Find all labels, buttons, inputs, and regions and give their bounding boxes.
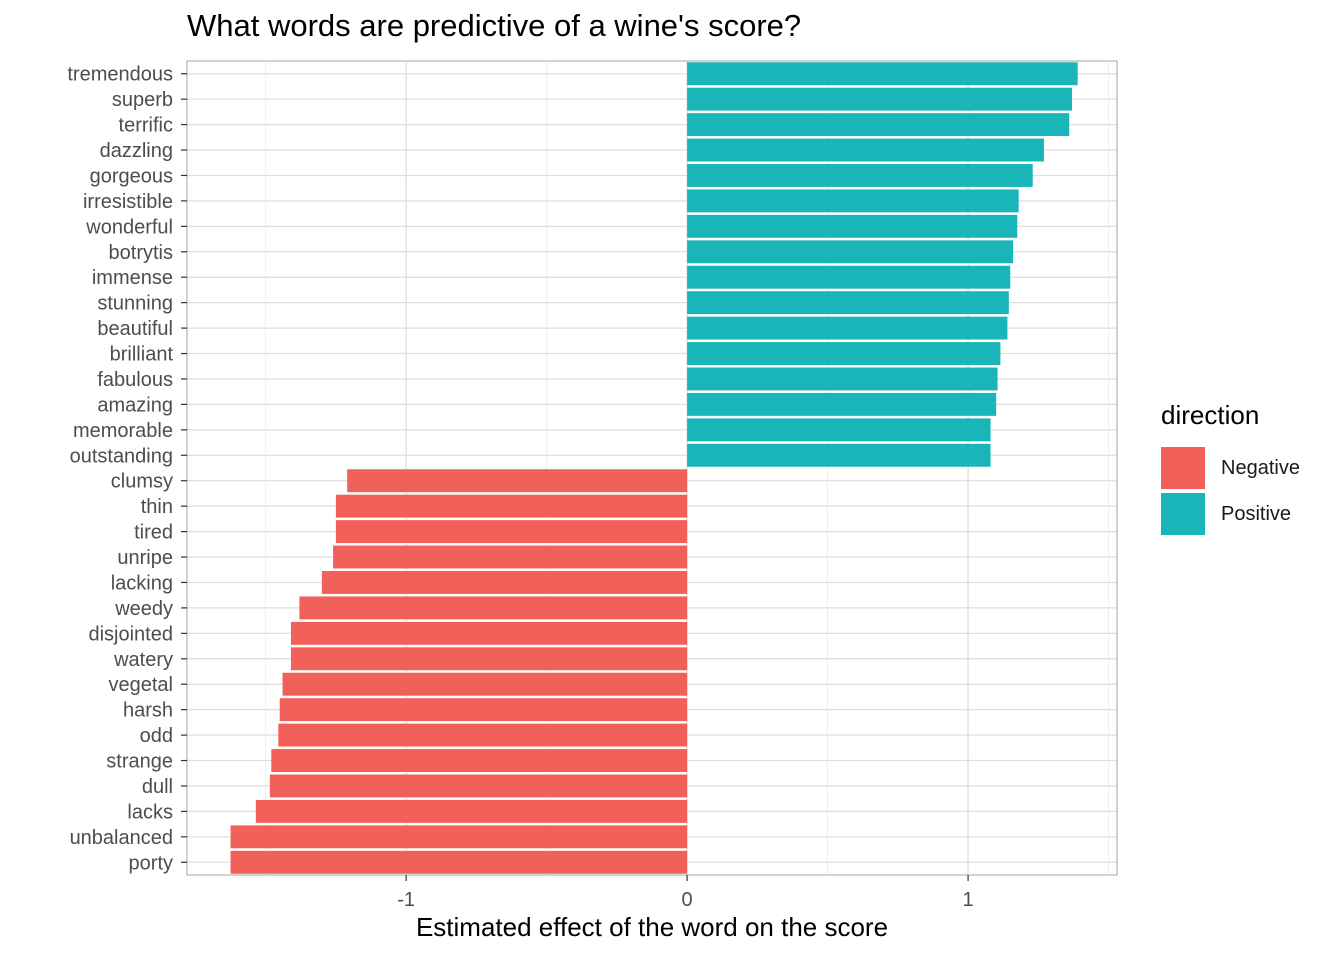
x-tick-label: -1 (397, 889, 415, 911)
y-tick-label: tired (134, 522, 173, 544)
y-axis-ticks: tremendous superb terrific dazzling gorgeous… (67, 64, 187, 874)
legend: direction Negative Positive (1161, 400, 1300, 537)
bar-tremendous (687, 62, 1078, 86)
legend-item-negative: Negative (1161, 445, 1300, 491)
y-tick-label: disjointed (88, 623, 173, 645)
x-axis-ticks: -1 0 1 (397, 875, 974, 911)
y-tick-label: vegetal (109, 674, 174, 696)
y-tick-label: amazing (97, 394, 173, 416)
bar-vegetal (282, 672, 688, 696)
y-tick-label: thin (141, 496, 173, 518)
y-tick-label: odd (140, 725, 173, 747)
y-tick-label: beautiful (97, 318, 173, 340)
legend-key-negative (1161, 447, 1205, 489)
bar-unbalanced (230, 825, 688, 849)
bar-gorgeous (687, 164, 1033, 187)
y-tick-label: tremendous (67, 64, 173, 86)
bar-strange (271, 749, 688, 772)
bar-lacks (255, 799, 688, 823)
y-tick-label: brilliant (110, 344, 174, 366)
y-tick-label: gorgeous (90, 165, 173, 187)
y-tick-label: terrific (119, 115, 173, 137)
bar-beautiful (687, 316, 1008, 340)
bar-fabulous (687, 367, 998, 391)
bar-stunning (687, 291, 1009, 315)
y-tick-label: unripe (117, 547, 173, 569)
y-tick-label: outstanding (70, 445, 173, 467)
y-tick-label: wonderful (85, 216, 173, 238)
bar-tired (335, 520, 688, 544)
bar-irresistible (687, 189, 1019, 213)
y-tick-label: memorable (73, 420, 173, 442)
bar-dazzling (687, 138, 1044, 162)
y-tick-label: stunning (97, 293, 173, 315)
bar-weedy (299, 596, 688, 620)
bar-porty (230, 850, 688, 874)
legend-label-negative: Negative (1221, 456, 1300, 479)
legend-item-positive: Positive (1161, 491, 1300, 537)
bar-clumsy (347, 469, 688, 493)
bar-outstanding (687, 443, 991, 467)
y-tick-label: porty (129, 852, 173, 874)
y-tick-label: superb (112, 89, 173, 111)
bar-memorable (687, 418, 991, 442)
x-tick-label: 1 (963, 889, 974, 911)
y-tick-label: lacking (111, 572, 173, 594)
bar-terrific (687, 113, 1070, 137)
legend-title: direction (1161, 400, 1260, 430)
y-tick-label: clumsy (111, 471, 173, 493)
y-tick-label: dull (142, 776, 173, 798)
panel-border (186, 60, 1118, 876)
legend-key-positive (1161, 493, 1205, 535)
y-tick-label: weedy (114, 598, 173, 620)
bar-amazing (687, 392, 997, 416)
y-tick-label: botrytis (109, 242, 173, 264)
y-tick-label: irresistible (83, 191, 173, 213)
y-tick-label: strange (106, 751, 173, 773)
bar-thin (335, 494, 688, 518)
chart-title: What words are predictive of a wine's sc… (187, 8, 802, 43)
bar-brilliant (687, 342, 1001, 365)
bar-wonderful (687, 214, 1018, 238)
bar-odd (278, 723, 688, 747)
bar-botrytis (687, 240, 1014, 264)
bar-watery (290, 647, 688, 671)
y-tick-label: harsh (123, 700, 173, 722)
y-tick-label: immense (92, 267, 173, 289)
y-tick-label: watery (113, 649, 173, 671)
x-axis-label: Estimated effect of the word on the scor… (415, 912, 889, 942)
bar-immense (687, 265, 1011, 289)
y-tick-label: unbalanced (70, 827, 173, 849)
bar-unripe (333, 545, 688, 569)
bars (230, 62, 1078, 874)
y-tick-label: fabulous (97, 369, 173, 391)
bar-superb (687, 87, 1073, 111)
y-tick-label: lacks (127, 801, 173, 823)
x-tick-label: 0 (682, 889, 693, 911)
y-tick-label: dazzling (100, 140, 173, 162)
legend-label-positive: Positive (1221, 502, 1292, 525)
bar-disjointed (290, 621, 688, 645)
bar-harsh (279, 698, 688, 722)
bar-dull (269, 774, 688, 798)
bar-lacking (321, 571, 688, 594)
